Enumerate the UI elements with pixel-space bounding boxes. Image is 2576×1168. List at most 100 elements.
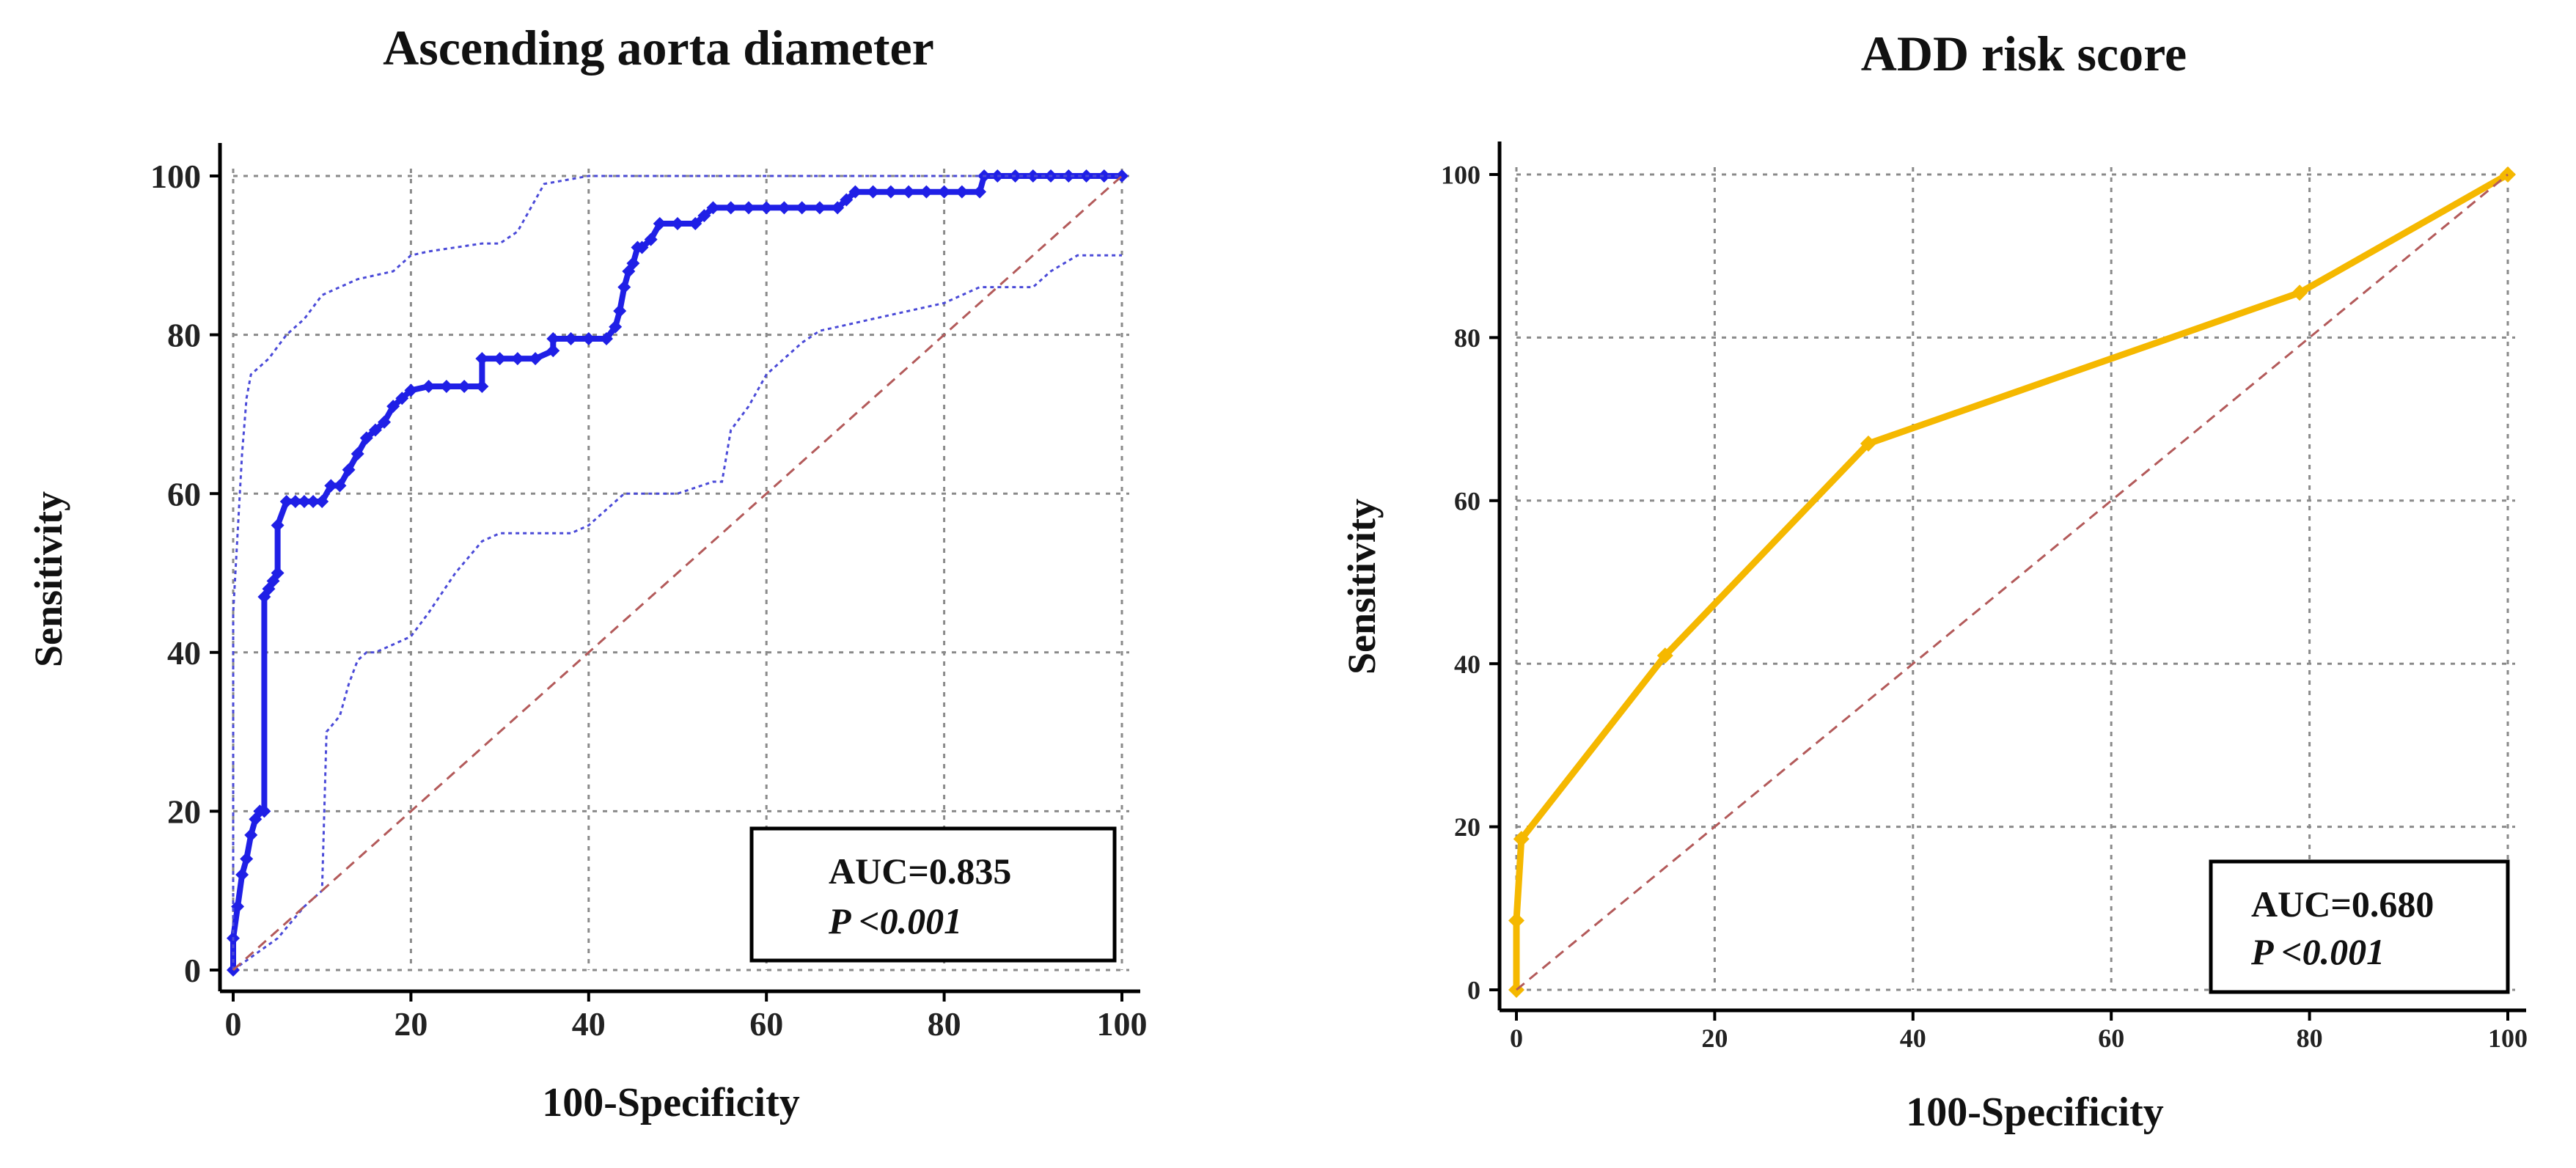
roc-point (777, 201, 791, 215)
y-tick-label: 20 (1454, 812, 1480, 842)
y-tick-label: 100 (1441, 161, 1480, 190)
roc-point (724, 201, 738, 215)
roc-point (439, 379, 453, 393)
roc-point (609, 320, 623, 334)
axes-frame (1497, 142, 2526, 1013)
auc-value: AUC=0.680 (2251, 884, 2434, 925)
y-tick-label: 80 (1454, 323, 1480, 353)
y-tick-label: 60 (1454, 486, 1480, 515)
y-tick-label: 0 (184, 952, 201, 989)
roc-point (493, 352, 507, 366)
roc-point (626, 257, 640, 271)
roc-point (581, 332, 595, 346)
roc-point (257, 804, 271, 818)
roc-point (235, 868, 249, 882)
x-axis-label: 100-Specificity (542, 1080, 799, 1125)
p-value: P <0.001 (828, 900, 962, 941)
x-tick-label: 80 (928, 1005, 961, 1043)
roc-point (920, 185, 933, 199)
x-tick-label: 80 (2297, 1024, 2323, 1053)
roc-point (546, 332, 560, 346)
roc-point (475, 379, 489, 393)
chart-title: ADD risk score (1861, 26, 2187, 81)
x-tick-label: 0 (1510, 1024, 1523, 1053)
roc-point (617, 280, 631, 294)
x-tick-label: 100 (2488, 1024, 2528, 1053)
x-tick-label: 20 (394, 1005, 428, 1043)
roc-point (795, 201, 809, 215)
roc-point (307, 495, 320, 509)
y-tick-label: 80 (167, 317, 201, 354)
y-tick-label: 40 (167, 634, 201, 672)
roc-point (644, 232, 658, 246)
x-tick-label: 20 (1701, 1024, 1728, 1053)
roc-point (635, 240, 649, 254)
x-tick-label: 60 (749, 1005, 783, 1043)
x-tick-label: 60 (2098, 1024, 2124, 1053)
x-tick-label: 0 (225, 1005, 242, 1043)
roc-point (395, 392, 409, 405)
annotation-frame (2209, 859, 2510, 994)
roc-point (404, 383, 418, 397)
roc-point (564, 332, 578, 346)
roc-point (271, 518, 285, 532)
reference-line (1516, 173, 2509, 991)
roc-point (351, 447, 364, 461)
roc-point (866, 185, 880, 199)
roc-point (1062, 169, 1076, 183)
roc-point (1656, 647, 1673, 664)
y-tick-label: 100 (150, 158, 201, 195)
y-tick-label: 40 (1454, 650, 1480, 679)
roc-point (475, 352, 489, 366)
roc-point (333, 479, 347, 493)
roc-point (422, 379, 436, 393)
roc-point (653, 216, 667, 230)
x-tick-label: 100 (1097, 1005, 1148, 1043)
roc-point (271, 566, 285, 580)
roc-point (324, 479, 338, 493)
roc-point (884, 185, 898, 199)
roc-chart-add-risk-score: ADD risk score 100-Specificity Sensitivi… (1340, 26, 2528, 1135)
roc-point (613, 304, 627, 318)
roc-point (600, 332, 614, 346)
roc-point (510, 352, 524, 366)
roc-point (240, 852, 254, 866)
lower-95-ci-line (232, 254, 1122, 972)
p-value: P <0.001 (2250, 931, 2385, 972)
y-tick-label: 20 (167, 793, 201, 831)
roc-point (386, 400, 400, 414)
y-axis-label: Sensitivity (26, 491, 70, 667)
annotation-frame (749, 826, 1117, 963)
x-tick-label: 40 (572, 1005, 606, 1043)
roc-point (297, 495, 311, 509)
roc-point (279, 495, 293, 509)
roc-point (359, 431, 373, 445)
roc-point (1860, 435, 1876, 452)
auc-annotation-box: AUC=0.835 P <0.001 (749, 826, 1117, 963)
roc-point (529, 352, 543, 366)
chart-title: Ascending aorta diameter (383, 20, 934, 76)
roc-point (1513, 831, 1530, 848)
upper-95-ci-line (232, 175, 1122, 970)
roc-point (760, 201, 774, 215)
x-axis-label: 100-Specificity (1906, 1090, 2163, 1135)
y-axis-label: Sensitivity (1340, 499, 1384, 675)
roc-point (937, 185, 951, 199)
roc-point (902, 185, 916, 199)
roc-point (231, 900, 245, 914)
roc-point (368, 423, 382, 437)
roc-point (1097, 169, 1111, 183)
reference-line (232, 175, 1123, 972)
roc-point (955, 185, 969, 199)
roc-point (741, 201, 755, 215)
roc-point (1026, 169, 1040, 183)
roc-point (244, 828, 258, 842)
roc-point (458, 379, 471, 393)
roc-point (315, 495, 329, 509)
plot-area (1508, 166, 2516, 998)
roc-point (840, 193, 854, 207)
auc-value: AUC=0.835 (829, 851, 1011, 892)
roc-point (671, 216, 684, 230)
roc-point (848, 185, 862, 199)
